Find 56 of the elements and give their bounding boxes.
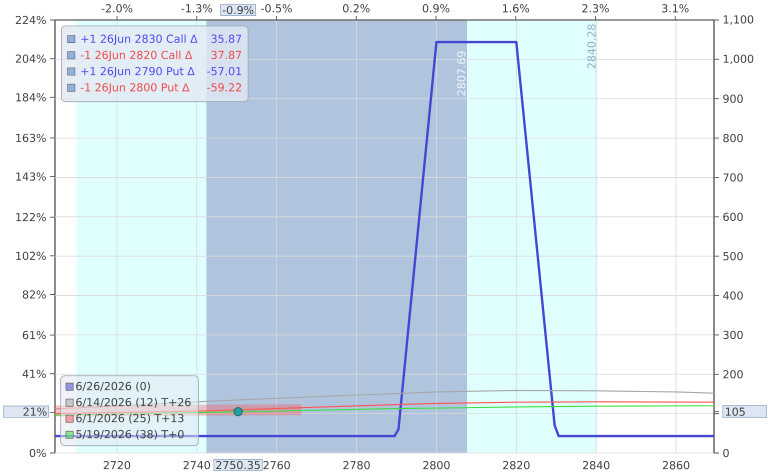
annotation: 2750.35 [216, 460, 260, 470]
annotation: -0.9% [222, 6, 254, 14]
y-tick-label: 61% [22, 330, 46, 340]
y-tick-label: 204% [16, 54, 46, 63]
x2-tick-label: 0.9% [422, 4, 450, 12]
annotation: 2807.69 [457, 51, 466, 96]
legend-label: 6/1/2026 (25) T+13 [76, 414, 184, 424]
annotation: 21% [24, 407, 47, 416]
y-tick-label: 0% [30, 448, 46, 458]
y2-tick-label: 400 [723, 291, 743, 300]
y2-tick-label: 200 [723, 370, 743, 378]
x2-tick-label: 2.3% [582, 4, 609, 12]
y-tick-label: 82% [22, 290, 46, 299]
legend-label: 5/19/2026 (38) T+0 [76, 430, 184, 440]
y2-tick-label: 300 [723, 330, 743, 340]
annotation: 35.87 [211, 34, 242, 43]
y2-tick-label: 1,000 [724, 54, 754, 64]
x-tick-label: 2780 [343, 461, 370, 470]
annotation: -1 26Jun 2820 Call Δ [80, 50, 192, 62]
annotation: -59.22 [207, 83, 241, 92]
y2-tick-label: 500 [723, 252, 743, 260]
x2-tick-label: 1.6% [502, 4, 530, 12]
annotation: -1 26Jun 2800 Put Δ [80, 83, 190, 94]
x2-tick-label: -1.3% [181, 4, 212, 12]
x-tick-label: 2720 [104, 461, 130, 470]
x2-tick-label: -0.5% [261, 4, 292, 12]
x-tick-label: 2820 [503, 461, 530, 470]
y-tick-label: 184% [16, 93, 46, 102]
y2-tick-label: 1,100 [724, 15, 754, 25]
x2-tick-label: 0.2% [343, 4, 370, 12]
y2-tick-label: 900 [723, 94, 743, 103]
annotation: +1 26Jun 2830 Call Δ [81, 34, 198, 45]
y-tick-label: 102% [16, 252, 46, 260]
legend-label: 6/26/2026 (0) [76, 382, 150, 392]
y2-tick-label: 0 [723, 448, 729, 458]
annotation: 2840.28 [587, 24, 596, 68]
annotation: -57.01 [207, 66, 242, 76]
x-tick-label: 2860 [662, 461, 690, 470]
y2-tick-label: 700 [723, 173, 743, 182]
y2-tick-label: 600 [723, 212, 743, 221]
x2-tick-label: 3.1% [662, 4, 689, 12]
y-tick-label: 41% [22, 370, 46, 378]
y-tick-label: 224% [16, 16, 46, 24]
y-tick-label: 122% [16, 213, 46, 222]
x-tick-label: 2800 [423, 461, 450, 470]
x-tick-label: 2840 [583, 461, 610, 470]
annotation: +1 26Jun 2790 Put Δ [81, 66, 195, 78]
annotation: 37.87 [211, 50, 242, 60]
y-tick-label: 163% [16, 134, 46, 142]
y-tick-label: 143% [16, 172, 46, 181]
x2-tick-label: -2.0% [102, 4, 132, 12]
legend-label: 6/14/2026 (12) T+26 [76, 398, 191, 408]
x-tick-label: 2760 [263, 461, 290, 470]
x-tick-label: 2740 [184, 461, 210, 470]
line-series [55, 390, 714, 410]
y2-tick-label: 800 [723, 134, 743, 142]
